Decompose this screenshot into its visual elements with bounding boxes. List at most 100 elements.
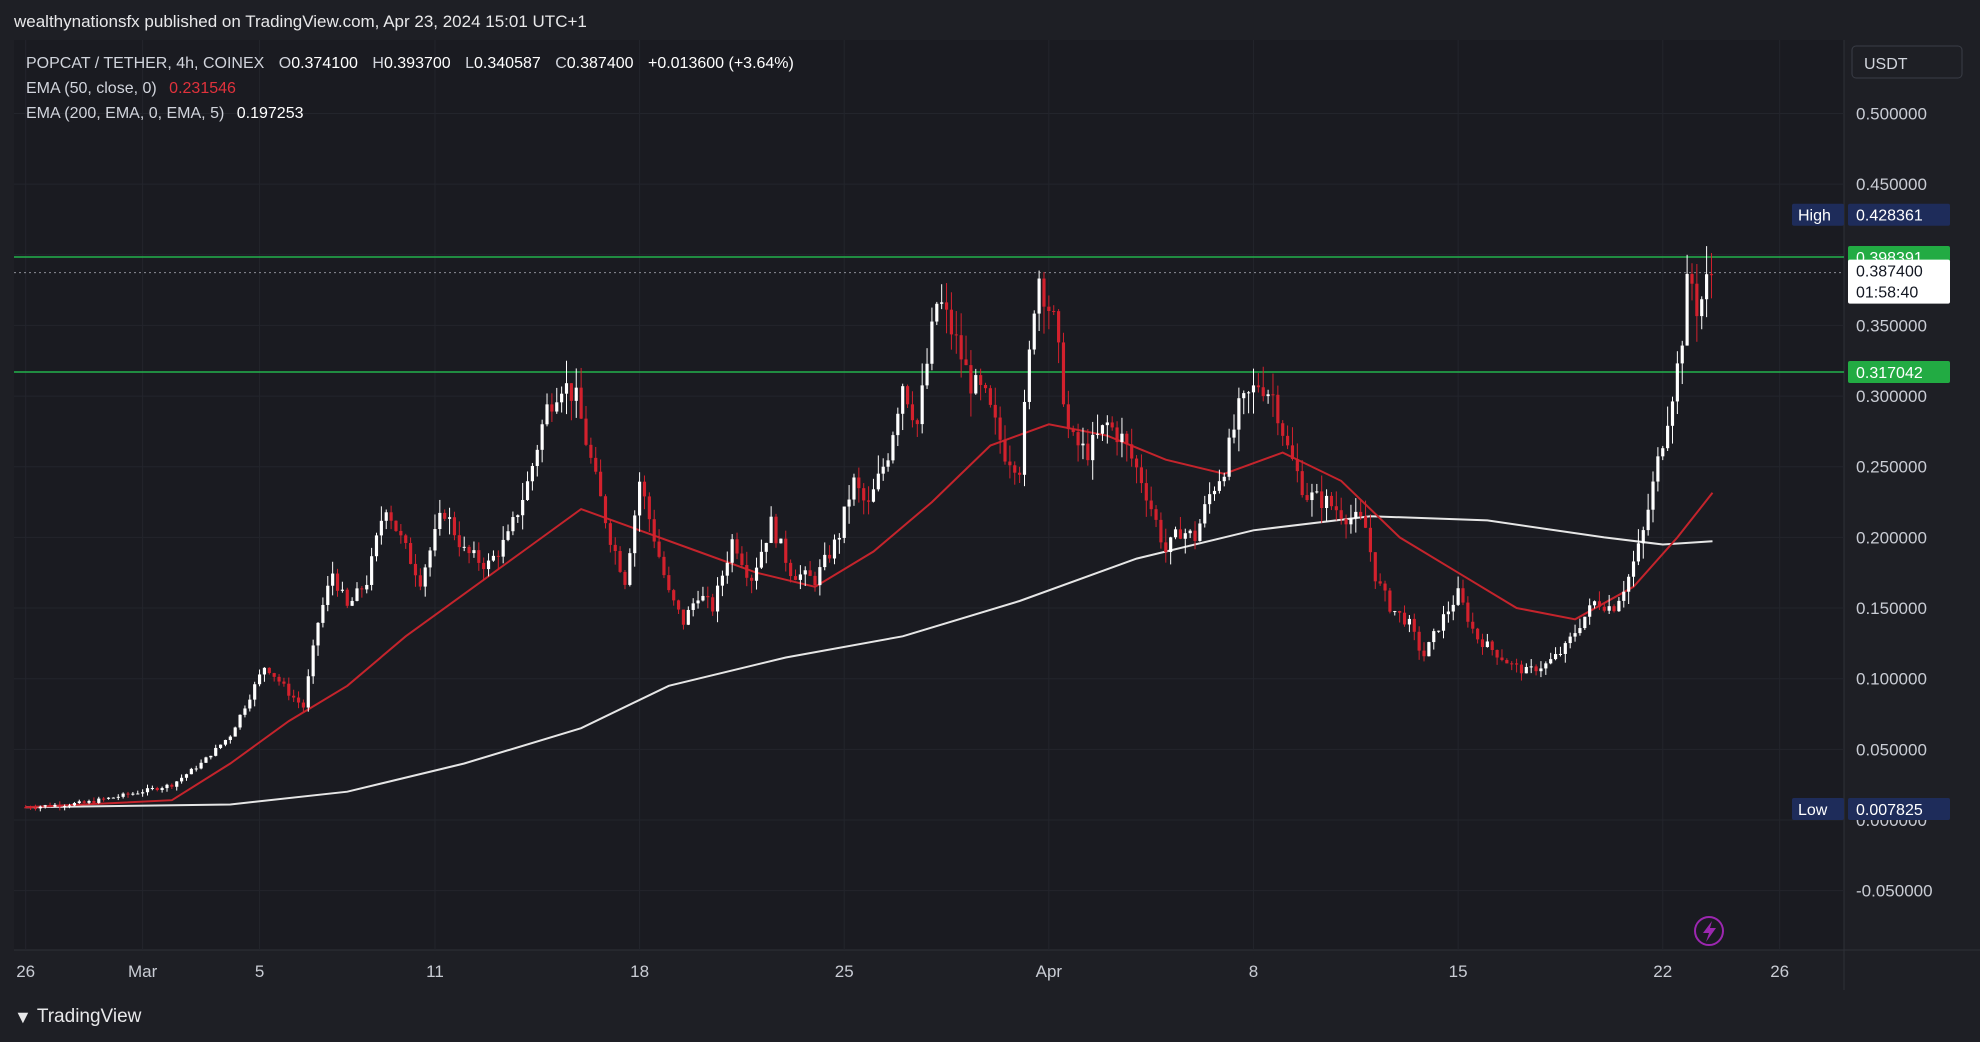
candle-body	[1544, 663, 1548, 669]
candle-body	[374, 535, 379, 557]
candle-body	[594, 457, 598, 472]
publisher-bar: wealthynationsfx published on TradingVie…	[0, 0, 1980, 40]
candle-body	[1466, 602, 1470, 622]
candle-body	[1383, 583, 1387, 591]
candle-body	[915, 420, 919, 425]
current-price-text: 0.387400	[1856, 264, 1923, 281]
tradingview-brand[interactable]: ▼ TradingView	[14, 1006, 141, 1028]
candle-body	[243, 708, 247, 715]
candle-body	[467, 546, 471, 554]
candle-body	[1685, 273, 1689, 346]
candle-body	[1183, 533, 1187, 539]
candle-body	[891, 435, 895, 461]
candle-body	[150, 788, 154, 790]
candle-body	[1271, 394, 1275, 396]
candle-body	[1476, 628, 1480, 640]
candle-body	[145, 788, 150, 793]
candle-body	[301, 702, 305, 708]
candle-body	[1446, 611, 1450, 615]
candle-body	[311, 645, 315, 677]
legend-symbol[interactable]: POPCAT / TETHER, 4h, COINEX	[26, 55, 265, 72]
candle-body	[1456, 588, 1460, 605]
ema50-label: EMA (50, close, 0)	[26, 80, 157, 97]
candle-body	[38, 806, 42, 809]
candle-body	[657, 541, 661, 557]
candle-body	[1602, 606, 1606, 611]
candle-body	[1105, 422, 1109, 426]
candle-body	[745, 565, 749, 578]
candle-body	[993, 404, 997, 418]
candle-body	[1378, 581, 1382, 584]
candle-body	[1139, 467, 1144, 484]
low-marker-value: 0.007825	[1856, 802, 1923, 819]
candle-body	[340, 589, 344, 591]
time-axis[interactable]: 26 Mar 5 11 18 25 Apr 8 15 22 26	[16, 962, 1789, 981]
legend-row-ema200[interactable]: EMA (200, EMA, 0, EMA, 5) 0.197253	[26, 105, 304, 122]
y-tick-label: 0.300000	[1856, 387, 1927, 406]
candle-body	[1563, 643, 1567, 654]
candle-body	[48, 805, 52, 807]
currency-button[interactable]: USDT	[1851, 45, 1963, 79]
candle-body	[974, 375, 978, 394]
candle-body	[599, 471, 603, 497]
candle-body	[72, 803, 76, 806]
candle-body	[1485, 641, 1489, 648]
candle-body	[433, 529, 437, 551]
candle-body	[141, 792, 145, 794]
ema50-value: 0.231546	[169, 80, 236, 97]
candle-body	[1212, 490, 1217, 495]
candle-body	[789, 562, 793, 577]
candle-body	[862, 488, 866, 501]
candle-body	[496, 555, 500, 557]
x-tick-label: Apr	[1036, 962, 1063, 981]
candle-body	[1110, 422, 1114, 428]
candle-body	[1651, 481, 1655, 510]
candle-body	[214, 747, 218, 756]
candle-body	[1100, 425, 1105, 434]
candle-body	[1451, 604, 1455, 612]
candle-body	[672, 590, 676, 601]
candle-body	[189, 768, 193, 775]
candle-body	[345, 589, 349, 606]
x-tick-label: 8	[1249, 962, 1258, 981]
high-marker-value-box	[1848, 203, 1950, 226]
candle-body	[418, 575, 422, 587]
candle-body	[1232, 429, 1236, 438]
candle-body	[1022, 401, 1027, 475]
candle-body	[569, 383, 573, 401]
candle-body	[979, 375, 983, 385]
candle-body	[1008, 461, 1012, 466]
price-chart[interactable]: 0.5000000.4500000.4000000.3500000.300000…	[0, 40, 1980, 990]
candle-body	[896, 413, 900, 436]
candle-body	[58, 804, 62, 807]
lightning-bolt-icon[interactable]	[1694, 916, 1724, 946]
candle-body	[545, 404, 549, 425]
candle-body	[886, 460, 890, 467]
candle-body	[701, 595, 705, 601]
candle-body	[725, 562, 729, 576]
candle-body	[589, 444, 593, 458]
candle-body	[1622, 591, 1626, 601]
candle-body	[901, 386, 905, 414]
legend-open: 0.374100	[291, 55, 358, 72]
candle-body	[335, 573, 340, 591]
candle-body	[1368, 527, 1373, 553]
ema50-line	[25, 423, 1714, 809]
candle-body	[613, 544, 617, 551]
legend-row-ema50[interactable]: EMA (50, close, 0) 0.231546	[26, 80, 236, 97]
candle-body	[1247, 392, 1251, 394]
candle-body	[209, 755, 213, 758]
candle-body	[1222, 476, 1226, 482]
candle-body	[1320, 491, 1324, 509]
candle-body	[1198, 523, 1202, 541]
y-tick-label: -0.050000	[1856, 882, 1933, 901]
candle-body	[1242, 393, 1246, 399]
candle-body	[579, 387, 583, 419]
candle-body	[1646, 509, 1650, 531]
candle-body	[1510, 663, 1514, 665]
publisher-line: wealthynationsfx published on TradingVie…	[14, 12, 587, 31]
current-price-box	[1848, 259, 1950, 304]
candle-body	[1519, 664, 1524, 674]
x-tick-label: 25	[835, 962, 854, 981]
ema200-label: EMA (200, EMA, 0, EMA, 5)	[26, 105, 224, 122]
